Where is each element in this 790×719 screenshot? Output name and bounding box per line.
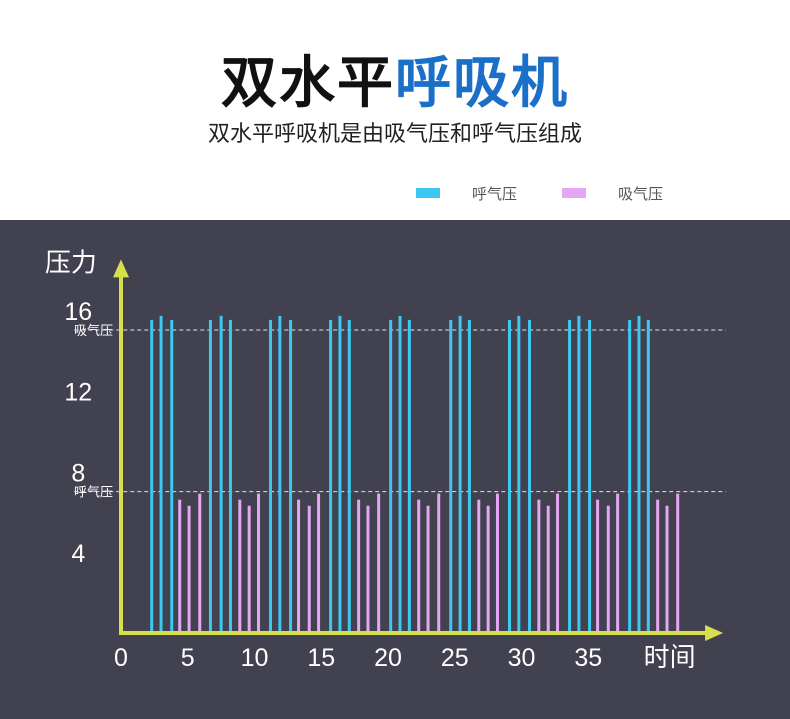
- bar-s1-17: [495, 493, 499, 633]
- legend-label-inhale: 吸气压: [618, 184, 664, 203]
- bar-s1-3: [238, 499, 242, 633]
- bar-s1-13: [426, 505, 430, 633]
- bar-s1-0: [178, 499, 182, 633]
- bar-s0-6: [269, 319, 273, 633]
- title-accent: 呼吸机: [395, 51, 569, 116]
- bar-s0-21: [568, 319, 572, 633]
- bar-s1-14: [437, 493, 441, 633]
- bar-s0-16: [458, 315, 462, 633]
- legend-item-exhale: 呼气压: [416, 183, 517, 203]
- y-tick-label-12: 12: [64, 379, 92, 407]
- bar-s1-12: [417, 499, 421, 633]
- bar-s1-7: [307, 505, 311, 633]
- bar-s0-11: [347, 319, 351, 633]
- bar-s0-19: [517, 315, 521, 633]
- y-tick-label-8: 8: [71, 459, 85, 487]
- title-main: 双水平: [221, 51, 395, 116]
- y-tick-label-4: 4: [71, 540, 85, 568]
- bar-s1-11: [377, 493, 381, 633]
- reference-label-0: 吸气压: [74, 323, 113, 339]
- legend-swatch-inhale: [562, 188, 586, 198]
- bar-s1-18: [537, 499, 541, 633]
- bar-s1-4: [247, 505, 251, 633]
- bar-s1-22: [606, 505, 610, 633]
- bar-s0-10: [338, 315, 342, 633]
- bar-s1-24: [656, 499, 660, 633]
- y-axis-title: 压力: [45, 248, 97, 278]
- x-tick-label-10: 10: [241, 644, 269, 672]
- x-tick-label-20: 20: [374, 644, 402, 672]
- bar-s1-1: [187, 505, 191, 633]
- x-tick-label-30: 30: [508, 644, 536, 672]
- bar-s0-22: [577, 315, 581, 633]
- bar-s0-12: [389, 319, 393, 633]
- chart-panel: 吸气压呼气压 4 8 12 16 0 5 10 15 20 25 30 35 压力时间: [0, 220, 790, 719]
- bar-s1-9: [357, 499, 361, 633]
- bar-s0-0: [150, 319, 154, 633]
- bar-s0-7: [278, 315, 282, 633]
- header: 双水平呼吸机 双水平呼吸机是由吸气压和呼气压组成 呼气压 吸气压: [0, 0, 790, 220]
- bar-s0-25: [637, 315, 641, 633]
- legend-item-inhale: 吸气压: [562, 183, 663, 203]
- page-subtitle: 双水平呼吸机是由吸气压和呼气压组成: [207, 122, 582, 147]
- bar-s1-6: [297, 499, 301, 633]
- x-tick-label-0: 0: [114, 644, 128, 672]
- x-axis-title: 时间: [644, 643, 696, 673]
- bar-s0-14: [407, 319, 411, 633]
- bar-s1-19: [546, 505, 550, 633]
- bar-s1-10: [366, 505, 370, 633]
- legend-label-exhale: 呼气压: [472, 184, 518, 203]
- x-tick-label-25: 25: [441, 644, 469, 672]
- legend-swatch-exhale: [416, 188, 440, 198]
- y-tick-label-16: 16: [64, 298, 92, 326]
- bar-s1-23: [616, 493, 620, 633]
- bar-s1-8: [317, 493, 321, 633]
- bar-s0-1: [159, 315, 163, 633]
- x-tick-label-35: 35: [574, 644, 602, 672]
- bar-s0-4: [219, 315, 223, 633]
- page-title: 双水平呼吸机: [0, 38, 790, 119]
- bar-s0-2: [170, 319, 174, 633]
- bar-s0-24: [628, 319, 632, 633]
- bar-s0-5: [228, 319, 232, 633]
- bar-s1-16: [486, 505, 490, 633]
- bar-s0-15: [449, 319, 453, 633]
- y-axis-arrow: [113, 259, 129, 278]
- bar-s0-17: [467, 319, 471, 633]
- bar-s0-8: [289, 319, 293, 633]
- bar-s0-20: [528, 319, 532, 633]
- bar-s1-2: [198, 493, 202, 633]
- bar-s0-23: [588, 319, 592, 633]
- x-tick-label-15: 15: [307, 644, 335, 672]
- bar-s1-25: [665, 505, 669, 633]
- bar-s0-3: [208, 319, 212, 633]
- x-axis-arrow: [705, 625, 724, 641]
- bar-s1-20: [556, 493, 560, 633]
- bar-s0-13: [398, 315, 402, 633]
- bar-s1-21: [596, 499, 600, 633]
- bar-s1-15: [477, 499, 481, 633]
- bar-s1-26: [676, 493, 680, 633]
- x-tick-label-5: 5: [181, 644, 195, 672]
- chart-legend: 呼气压 吸气压: [0, 183, 790, 207]
- bar-s1-5: [257, 493, 261, 633]
- bar-s0-26: [646, 319, 650, 633]
- bar-s0-18: [507, 319, 511, 633]
- bar-s0-9: [329, 319, 333, 633]
- reference-label-1: 呼气压: [74, 485, 113, 501]
